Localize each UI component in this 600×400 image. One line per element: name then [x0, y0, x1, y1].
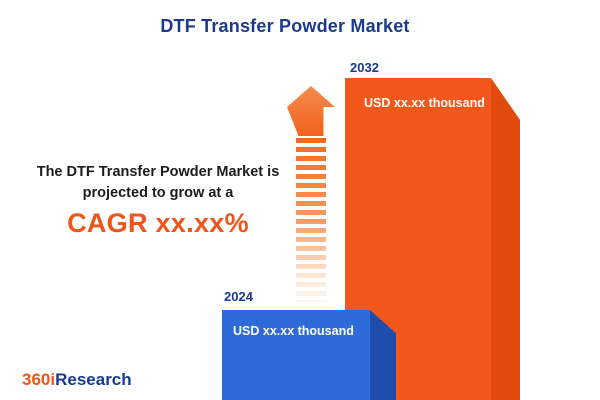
bar-2024-value-label: USD xx.xx thousand: [233, 324, 354, 338]
bar-2032-side-face: [491, 78, 520, 400]
growth-arrow-icon: [287, 86, 335, 136]
cagr-text: CAGR xx.xx%: [67, 208, 249, 238]
logo-research: Research: [55, 370, 132, 389]
logo-360i: 360i: [22, 370, 56, 389]
page-title: DTF Transfer Powder Market: [160, 16, 410, 36]
market-description-line1: The DTF Transfer Powder Market is: [36, 164, 280, 180]
market-description: The DTF Transfer Powder Market is projec…: [8, 162, 308, 238]
bar-2032-year-label: 2032: [350, 60, 379, 75]
bar-2024: [222, 310, 370, 400]
growth-arrow-dashes: [296, 138, 326, 302]
bar-2024-year-label: 2024: [224, 289, 253, 304]
logo: 360iResearch: [22, 370, 132, 390]
market-description-line2: projected to grow at a: [82, 185, 234, 201]
bar-2032-value-label: USD xx.xx thousand: [364, 96, 485, 110]
